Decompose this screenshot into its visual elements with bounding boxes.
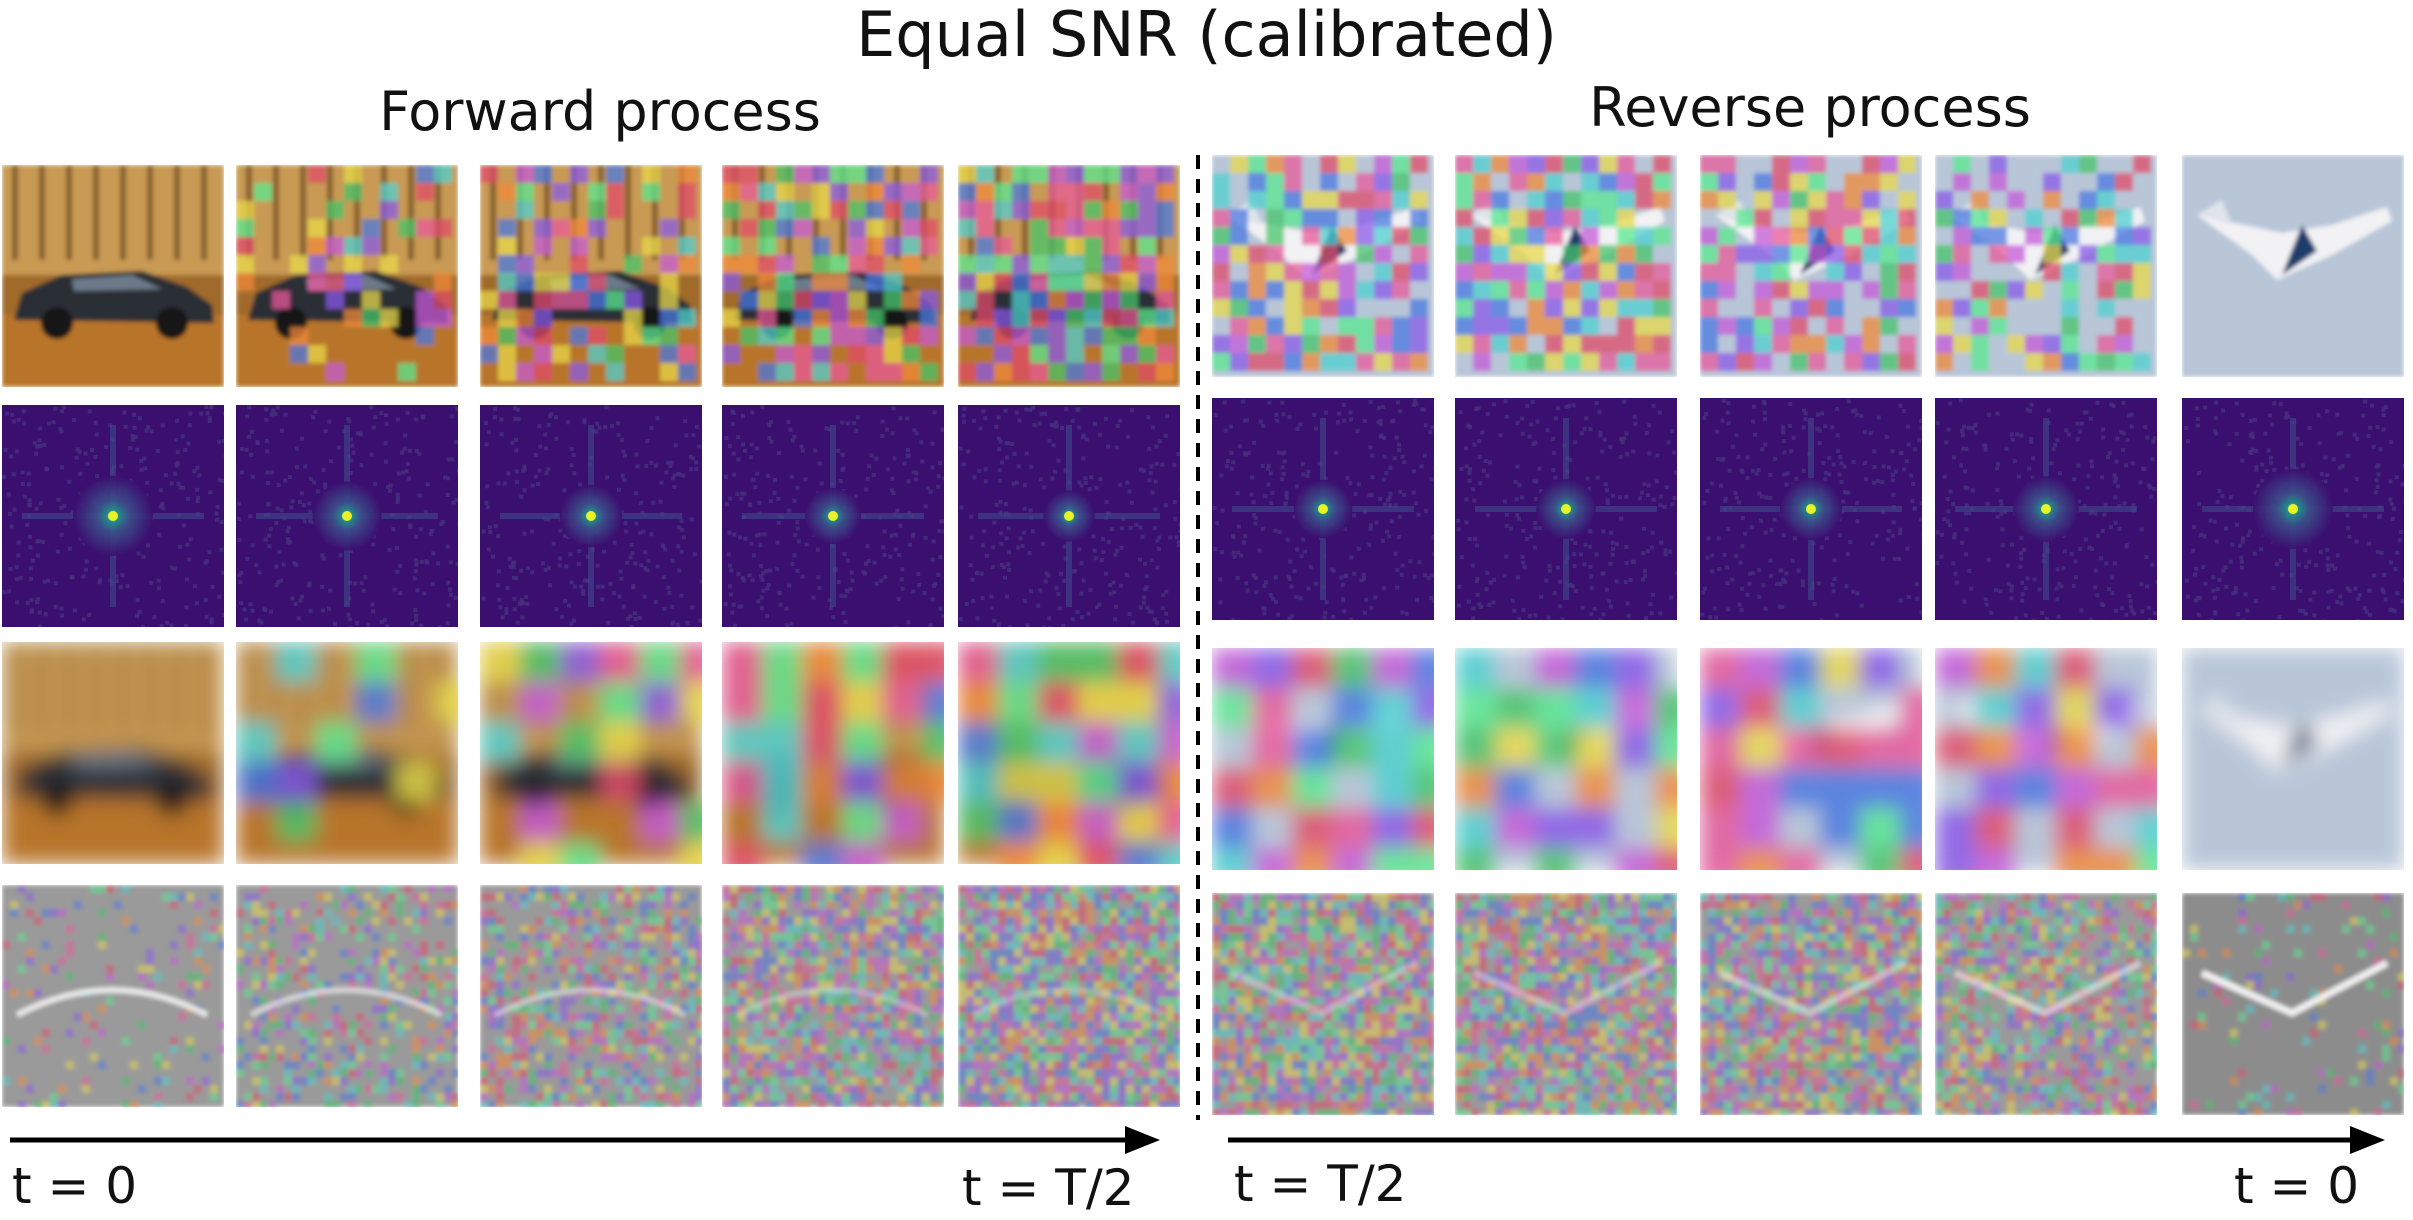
reverse-spectrum-tile-4 — [1935, 398, 2157, 620]
forward-time-arrow — [10, 1126, 1160, 1154]
reverse-spectrum-tile-5 — [2182, 398, 2404, 620]
forward-process-title: Forward process — [379, 80, 821, 143]
forward-image-tile-5 — [958, 165, 1180, 387]
forward-spectrum-tile-4 — [722, 405, 944, 627]
reverse-high-pass-tile-1 — [1212, 893, 1434, 1115]
forward-high-pass-tile-2 — [236, 885, 458, 1107]
reverse-image-tile-5 — [2182, 155, 2404, 377]
reverse-spectrum-tile-1 — [1212, 398, 1434, 620]
forward-low-pass-tile-2 — [236, 642, 458, 864]
reverse-image-tile-2 — [1455, 155, 1677, 377]
reverse-spectrum-tile-2 — [1455, 398, 1677, 620]
figure-title: Equal SNR (calibrated) — [856, 0, 1557, 71]
forward-image-tile-2 — [236, 165, 458, 387]
forward-high-pass-tile-3 — [480, 885, 702, 1107]
reverse-high-pass-tile-3 — [1700, 893, 1922, 1115]
reverse-image-tile-1 — [1212, 155, 1434, 377]
forward-low-pass-tile-1 — [2, 642, 224, 864]
reverse-low-pass-tile-2 — [1455, 648, 1677, 870]
forward-spectrum-tile-3 — [480, 405, 702, 627]
forward-high-pass-tile-5 — [958, 885, 1180, 1107]
reverse-end-label: t = 0 — [2234, 1157, 2360, 1215]
reverse-image-tile-4 — [1935, 155, 2157, 377]
forward-spectrum-tile-5 — [958, 405, 1180, 627]
reverse-time-arrow — [1228, 1126, 2385, 1154]
forward-image-tile-1 — [2, 165, 224, 387]
reverse-image-tile-3 — [1700, 155, 1922, 377]
forward-low-pass-tile-3 — [480, 642, 702, 864]
forward-spectrum-tile-2 — [236, 405, 458, 627]
reverse-low-pass-tile-1 — [1212, 648, 1434, 870]
reverse-high-pass-tile-4 — [1935, 893, 2157, 1115]
forward-spectrum-tile-1 — [2, 405, 224, 627]
reverse-low-pass-tile-5 — [2182, 648, 2404, 870]
reverse-spectrum-tile-3 — [1700, 398, 1922, 620]
reverse-start-label: t = T/2 — [1234, 1155, 1407, 1213]
forward-image-tile-4 — [722, 165, 944, 387]
forward-high-pass-tile-4 — [722, 885, 944, 1107]
reverse-low-pass-tile-3 — [1700, 648, 1922, 870]
reverse-high-pass-tile-2 — [1455, 893, 1677, 1115]
reverse-high-pass-tile-5 — [2182, 893, 2404, 1115]
reverse-process-title: Reverse process — [1589, 76, 2031, 139]
forward-high-pass-tile-1 — [2, 885, 224, 1107]
forward-low-pass-tile-5 — [958, 642, 1180, 864]
forward-start-label: t = 0 — [12, 1157, 138, 1215]
reverse-low-pass-tile-4 — [1935, 648, 2157, 870]
forward-image-tile-3 — [480, 165, 702, 387]
forward-end-label: t = T/2 — [962, 1159, 1135, 1217]
forward-low-pass-tile-4 — [722, 642, 944, 864]
